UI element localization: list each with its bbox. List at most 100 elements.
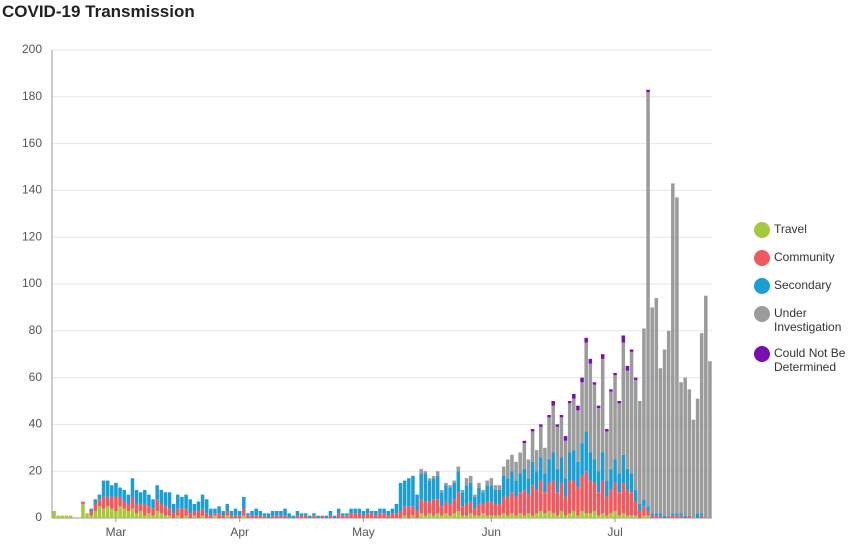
bar-segment (563, 436, 568, 441)
bar-segment (658, 515, 663, 518)
bar-segment (118, 496, 122, 507)
legend-swatch (754, 278, 770, 294)
legend-item[interactable]: Travel (754, 222, 862, 238)
bar-segment (559, 482, 564, 511)
bar-segment (171, 513, 176, 518)
bar-segment (547, 482, 551, 511)
bar-segment (386, 510, 390, 516)
bar-segment (605, 496, 609, 516)
bar-segment (64, 515, 69, 518)
bar-segment (283, 508, 287, 516)
bar-segment (588, 358, 593, 364)
bar-segment (510, 492, 514, 514)
bar-segment (584, 513, 588, 518)
bar-segment (642, 506, 646, 516)
bar-segment (353, 513, 357, 518)
bar-segment (452, 480, 456, 483)
bar-segment (675, 197, 679, 514)
bar-segment (423, 471, 428, 474)
bar-segment (489, 515, 494, 518)
bar-segment (122, 489, 126, 502)
bar-segment (563, 496, 568, 516)
bar-segment (242, 515, 246, 518)
bar-segment (473, 508, 477, 516)
legend-label: Travel (774, 222, 807, 236)
bar-segment (167, 515, 172, 518)
bar-segment (567, 513, 572, 518)
legend-item[interactable]: Under Investigation (754, 306, 862, 334)
bar-segment (184, 508, 188, 516)
legend-item[interactable]: Could Not Be Determined (754, 346, 862, 374)
bar-segment (81, 503, 85, 518)
bar-segment (440, 506, 444, 516)
legend-item[interactable]: Secondary (754, 278, 862, 294)
legend-label: Secondary (774, 278, 832, 292)
bar-segment (539, 424, 543, 427)
bar-segment (592, 382, 597, 385)
bar-segment (188, 513, 192, 518)
bar-segment (159, 489, 164, 504)
bar-segment (559, 510, 564, 518)
bar-segment (448, 515, 452, 518)
bar-segment (489, 485, 494, 502)
bar-segment (642, 515, 646, 518)
bar-segment (629, 492, 634, 516)
bar-segment (596, 492, 601, 516)
bar-segment (514, 515, 518, 518)
bar-segment (518, 513, 522, 518)
bar-segment (126, 494, 131, 504)
bar-segment (97, 499, 102, 507)
bar-segment (592, 482, 597, 511)
bar-segment (679, 515, 683, 518)
bar-segment (291, 515, 296, 518)
bar-segment (138, 510, 143, 518)
bar-segment (514, 461, 518, 481)
x-tick-label: Apr (230, 525, 249, 539)
bar-segment (312, 513, 316, 516)
bar-segment (184, 515, 188, 518)
bar-segment (522, 468, 527, 490)
bar-segment (237, 515, 242, 518)
bar-segment (431, 475, 436, 479)
bar-segment (638, 510, 642, 518)
bar-segment (625, 515, 630, 518)
bar-segment (592, 510, 597, 518)
bar-segment (221, 515, 225, 518)
bar-segment (526, 513, 531, 518)
bar-segment (155, 510, 159, 518)
bar-segment (336, 508, 341, 514)
y-tick-label: 60 (29, 370, 43, 384)
legend-swatch (754, 222, 770, 238)
bar-segment (369, 513, 374, 518)
bar-segment (110, 485, 114, 497)
bar-segment (605, 480, 609, 497)
bar-segment (423, 515, 428, 518)
bar-segment (485, 501, 489, 516)
bar-segment (126, 503, 131, 511)
bar-segment (638, 401, 642, 504)
x-tick-label: Jun (482, 525, 501, 539)
bar-segment (81, 501, 85, 504)
bar-segment (518, 473, 522, 493)
bar-segment (398, 510, 403, 518)
bar-segment (539, 480, 543, 511)
bar-segment (518, 492, 522, 514)
bar-segment (567, 480, 572, 514)
bar-segment (625, 370, 630, 469)
bar-segment (543, 513, 547, 518)
bar-segment (382, 508, 386, 514)
bar-segment (650, 513, 654, 516)
bar-segment (159, 513, 164, 518)
bar-segment (464, 485, 469, 504)
legend-item[interactable]: Community (754, 250, 862, 266)
bar-segment (390, 508, 395, 514)
bar-segment (237, 510, 242, 516)
bar-segment (246, 513, 250, 516)
bar-segment (444, 482, 448, 486)
bar-segment (584, 337, 588, 343)
bar-segment (382, 513, 386, 518)
bar-segment (654, 515, 659, 518)
bar-segment (209, 515, 213, 518)
bar-segment (633, 501, 638, 516)
